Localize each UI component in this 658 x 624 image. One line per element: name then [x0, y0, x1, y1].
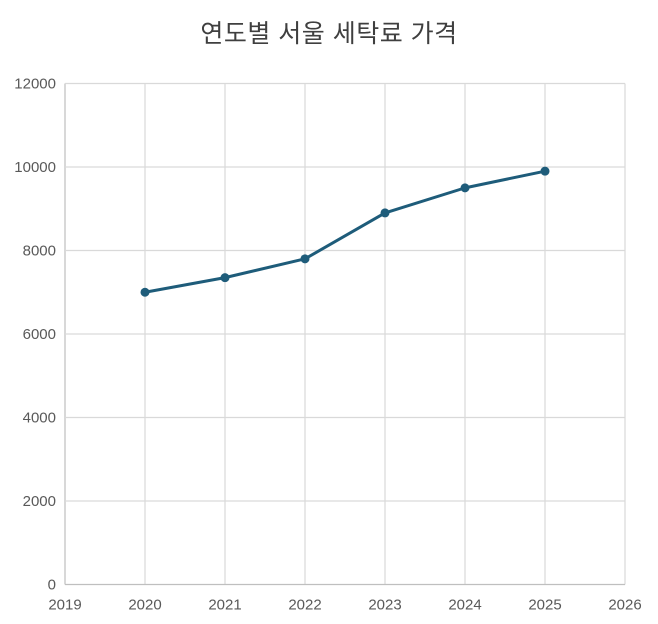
y-axis-tick-label: 2000 [23, 493, 56, 510]
series-line [143, 169, 547, 294]
y-axis-tick-label: 4000 [23, 410, 56, 427]
y-axis-tick-label: 6000 [23, 326, 56, 343]
y-axis-tick-label: 12000 [14, 76, 56, 93]
x-axis-tick-label: 2026 [608, 597, 641, 614]
y-axis-tick-label: 0 [48, 577, 56, 594]
x-axis-tick-label: 2022 [288, 597, 321, 614]
data-point-marker [380, 208, 390, 218]
data-point-marker [300, 254, 310, 264]
x-axis-tick-label: 2020 [128, 597, 161, 614]
y-axis-tick-label: 10000 [14, 159, 56, 176]
x-axis-tick-label: 2021 [208, 597, 241, 614]
data-point-marker [140, 287, 150, 297]
data-point-marker [220, 273, 230, 283]
x-axis-tick-label: 2019 [48, 597, 81, 614]
x-axis-tick-label: 2023 [368, 597, 401, 614]
data-point-marker [540, 166, 550, 176]
x-axis-tick-label: 2024 [448, 597, 481, 614]
y-axis-tick-label: 8000 [23, 243, 56, 260]
data-point-marker [460, 183, 470, 193]
x-axis-tick-label: 2025 [528, 597, 561, 614]
chart-title: 연도별 서울 세탁료 가격 [200, 20, 458, 48]
